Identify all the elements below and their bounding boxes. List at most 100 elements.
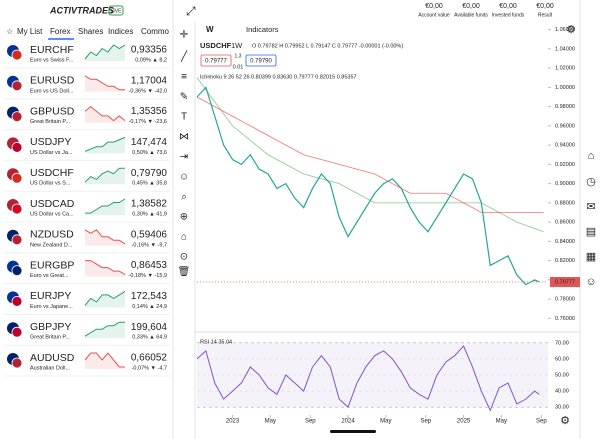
indicators-button[interactable]: Indicators — [246, 25, 279, 34]
symbol[interactable]: USDCHF — [30, 167, 74, 179]
price: 0,86453 — [131, 260, 168, 271]
x-tick-label: May — [380, 419, 391, 425]
y-tick-label: 0.78000 — [555, 297, 575, 303]
y-tick-label: 0.92000 — [555, 162, 575, 168]
expand-icon[interactable]: ⤢ — [185, 4, 196, 18]
flag — [11, 265, 23, 277]
description: Great Britain P... — [30, 335, 70, 341]
price: 199,604 — [131, 322, 168, 333]
y-tick-label: 1.00000 — [555, 85, 575, 91]
price: 1,17004 — [131, 75, 168, 86]
y-tick-label: 1.02000 — [555, 66, 575, 72]
rsi-label: RSI 14 35.04 — [200, 339, 232, 345]
symbol[interactable]: GBPUSD — [30, 105, 75, 117]
sparkline — [84, 75, 125, 91]
rsi-tick-label: 30.00 — [555, 405, 569, 411]
change: -0,17% ▼ -23,6 — [129, 119, 167, 125]
rsi-line — [196, 345, 540, 412]
description: US Dollar vs Ja... — [30, 150, 73, 156]
tool-icon[interactable]: 🗑 — [178, 266, 191, 278]
symbol[interactable]: EURJPY — [30, 290, 71, 302]
symbol[interactable]: EURUSD — [30, 75, 75, 87]
flag — [11, 295, 23, 307]
tool-icon[interactable]: ⇥ — [180, 152, 188, 163]
account-label: Account value — [418, 12, 450, 18]
x-tick-label: May — [265, 419, 276, 425]
symbol[interactable]: USDJPY — [30, 136, 71, 148]
ohlc: O 0.79782 H 0.79952 L 0.79147 C 0.79777 … — [252, 43, 403, 49]
logo: ACTIVTRADES — [49, 5, 114, 15]
symbol[interactable]: GBPJPY — [30, 321, 71, 333]
tab[interactable]: Forex — [50, 27, 70, 36]
interval: 1W — [231, 41, 243, 50]
sparkline — [84, 321, 125, 337]
price-line — [196, 86, 540, 286]
symbol[interactable]: AUDUSD — [30, 352, 75, 364]
tool-icon[interactable]: ✛ — [180, 30, 188, 41]
change: -0,36% ▼ -42,0 — [129, 88, 167, 94]
home-indicator — [330, 430, 376, 433]
nav-icon[interactable]: ⌂ — [588, 150, 595, 162]
sell-box[interactable] — [200, 54, 232, 67]
last-price-tag — [550, 277, 580, 288]
flag — [11, 49, 23, 61]
account-label: Result — [538, 12, 553, 18]
tool-icon[interactable]: ☺ — [179, 172, 189, 183]
sparkline-area — [85, 353, 125, 369]
symbol[interactable]: EURCHF — [30, 44, 74, 56]
tool-icon[interactable]: ⊕ — [180, 212, 188, 223]
nav-icon[interactable]: ▤ — [586, 226, 596, 238]
tool-icon[interactable]: ╱ — [180, 50, 188, 63]
sparkline — [84, 105, 126, 122]
flag — [11, 80, 23, 92]
tab[interactable]: Indices — [108, 27, 133, 36]
tool-icon[interactable]: T — [181, 112, 187, 123]
flag — [11, 203, 23, 215]
buy-box[interactable] — [245, 54, 277, 67]
tab[interactable]: Shares — [78, 27, 103, 36]
sparkline-area — [85, 137, 125, 154]
y-tick-label: 0.96000 — [555, 123, 575, 129]
description: New Zealand D... — [30, 242, 73, 248]
tool-icon[interactable]: ⊙ — [180, 252, 188, 263]
tab[interactable]: Commo — [141, 27, 170, 36]
sparkline-area — [85, 291, 125, 308]
chart-interval-button[interactable]: W — [206, 25, 214, 34]
nav-icon[interactable]: ◷ — [586, 176, 596, 188]
description: Euro vs US Doll... — [30, 88, 74, 94]
x-tick-label: 2023 — [226, 419, 240, 425]
y-tick-label: 1.04000 — [555, 46, 575, 52]
scale-settings[interactable]: ⚙ — [560, 415, 570, 427]
price: 172,543 — [131, 291, 168, 302]
nav-icon[interactable]: ☺ — [585, 276, 596, 288]
tab[interactable]: My List — [17, 27, 43, 36]
tool-icon[interactable]: ≡ — [181, 72, 187, 83]
description: Australian Doll... — [30, 365, 71, 371]
account-label: Invested funds — [492, 12, 525, 18]
tool-icon[interactable]: ⌂ — [181, 232, 187, 243]
x-tick-label: May — [496, 419, 507, 425]
description: Euro vs Swiss F... — [30, 57, 74, 63]
change: 0,30% ▲ 41,9 — [132, 211, 167, 217]
ichimoku-span — [196, 96, 544, 213]
flag — [11, 234, 23, 246]
ichimoku-label: Ichimoku 9 26 52 26 0.80399 0.83630 0.79… — [200, 74, 357, 80]
symbol[interactable]: NZDUSD — [30, 229, 74, 241]
symbol: USDCHF — [200, 41, 232, 50]
sparkline — [84, 44, 126, 60]
description: Great Britain P... — [30, 119, 70, 125]
price: 0,93356 — [131, 45, 168, 56]
y-tick-label: 0.94000 — [555, 143, 575, 149]
settings-icon[interactable]: ⚙ — [566, 24, 576, 36]
nav-icon[interactable]: ✉ — [586, 201, 595, 213]
symbol[interactable]: USDCAD — [30, 198, 75, 210]
lot: 0.01 — [233, 64, 244, 70]
sparkline-area — [85, 229, 125, 246]
nav-icon[interactable]: ▦ — [586, 251, 596, 263]
buy-price: 0.79790 — [250, 59, 272, 65]
change: 0,09% ▲ 8,2 — [135, 57, 167, 63]
tool-icon[interactable]: ⌕ — [181, 192, 187, 203]
tool-icon[interactable]: ✎ — [180, 92, 188, 103]
symbol[interactable]: EURGBP — [30, 259, 74, 271]
tool-icon[interactable]: ⋈ — [179, 132, 189, 143]
